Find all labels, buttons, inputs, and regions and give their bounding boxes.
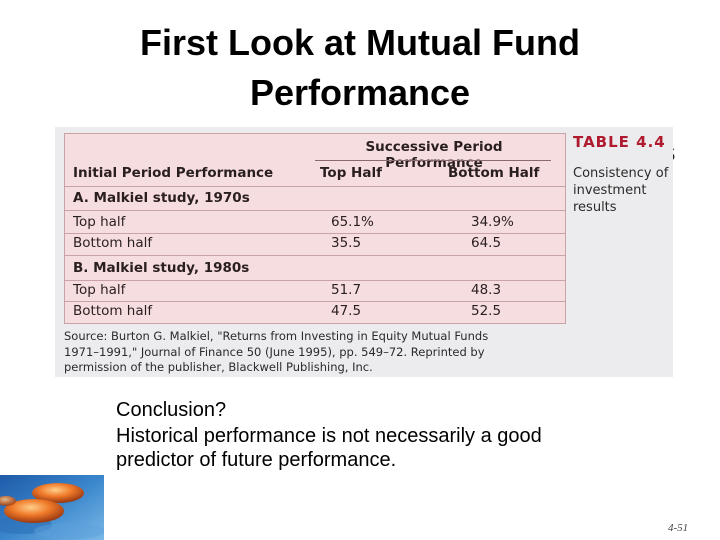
group-header: Successive Period Performance (365, 139, 503, 171)
row-label: Top half (73, 282, 126, 298)
cell-top-half: 51.7 (331, 282, 362, 298)
performance-table: Successive Period Performance Initial Pe… (64, 133, 566, 324)
table-caption-block: TABLE 4.4 Consistency of investment resu… (573, 133, 673, 216)
cell-bottom-half: 34.9% (471, 214, 514, 230)
source-line-3: permission of the publisher, Blackwell P… (64, 360, 373, 374)
table-number: TABLE 4.4 (573, 133, 666, 151)
section-title-b: B. Malkiel study, 1980s (73, 260, 250, 276)
table-source-note: Source: Burton G. Malkiel, "Returns from… (64, 329, 544, 376)
conclusion-text: Conclusion? Historical performance is no… (116, 398, 696, 474)
slide-title: First Look at Mutual Fund Performance (60, 18, 660, 118)
row-label: Top half (73, 214, 126, 230)
cell-bottom-half: 48.3 (471, 282, 502, 298)
source-line-1: Source: Burton G. Malkiel, "Returns from… (64, 329, 489, 343)
cell-top-half: 35.5 (331, 235, 362, 251)
decorative-stones-image (0, 475, 104, 540)
conclusion-answer: Historical performance is not necessaril… (116, 424, 696, 472)
row-rule (65, 233, 565, 234)
cell-top-half: 47.5 (331, 303, 362, 319)
stones-in-water-icon (0, 475, 104, 540)
source-line-2: 1971–1991," Journal of Finance 50 (June … (64, 344, 485, 359)
page-number: 4-51 (668, 522, 689, 534)
column-header-top-half: Top Half (320, 165, 382, 181)
column-header-bottom-half: Bottom Half (448, 165, 540, 181)
conclusion-answer-line2: predictor of future performance. (116, 449, 397, 471)
row-rule (65, 255, 565, 256)
conclusion-answer-line1: Historical performance is not necessaril… (116, 425, 542, 447)
table-figure: Successive Period Performance Initial Pe… (55, 127, 673, 377)
row-label: Bottom half (73, 235, 153, 251)
cell-bottom-half: 64.5 (471, 235, 502, 251)
slide-title-line2: Performance (249, 72, 471, 113)
conclusion-question: Conclusion? (116, 399, 227, 421)
cell-top-half: 65.1% (331, 214, 374, 230)
column-header-initial: Initial Period Performance (73, 165, 274, 181)
row-rule (65, 280, 565, 281)
section-title-a: A. Malkiel study, 1970s (73, 190, 250, 206)
cell-bottom-half: 52.5 (471, 303, 502, 319)
row-rule (65, 210, 565, 211)
group-header-rule (315, 160, 551, 161)
row-label: Bottom half (73, 303, 153, 319)
slide-title-line1: First Look at Mutual Fund (140, 22, 580, 63)
table-caption: Consistency of investment results (573, 166, 669, 215)
row-rule (65, 301, 565, 302)
header-rule (65, 186, 565, 187)
